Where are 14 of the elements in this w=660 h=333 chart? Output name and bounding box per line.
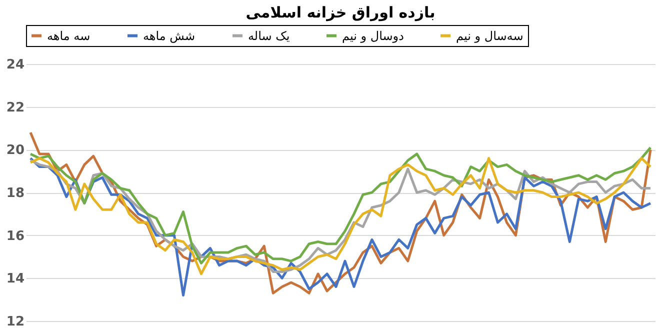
legend-label: سه ماهه <box>47 28 90 43</box>
legend-label: یک ساله <box>248 28 290 43</box>
line-series <box>29 146 652 264</box>
y-tick-label: 12 <box>6 314 24 330</box>
legend-label: دوسال و نیم <box>342 28 404 43</box>
chart-title: بازده اوراق خزانه اسلامی <box>246 4 436 22</box>
y-tick-label: 16 <box>6 228 24 244</box>
y-tick-label: 14 <box>6 272 24 287</box>
legend-label: شش ماهه <box>143 28 196 43</box>
y-tick-label: 24 <box>6 58 24 72</box>
y-tick-label: 20 <box>6 143 24 158</box>
legend-label: سه‌سال و نیم <box>456 28 524 43</box>
y-tick-label: 18 <box>6 186 24 201</box>
y-tick-label: 22 <box>6 100 24 116</box>
